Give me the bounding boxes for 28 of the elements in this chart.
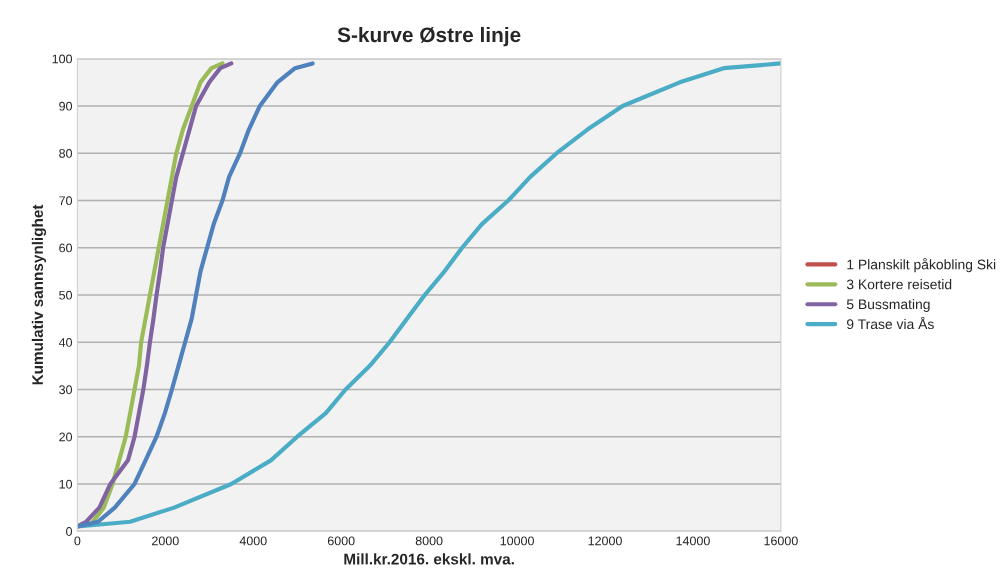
y-tick-label: 0 — [66, 527, 73, 536]
legend-label: 5 Bussmating — [846, 299, 930, 312]
y-axis-title: Kumulativ sannsynlighet — [31, 204, 47, 385]
legend-label: 9 Trase via Ås — [846, 316, 934, 330]
x-tick-label: 4000 — [239, 536, 267, 546]
legend-label: 1 Planskilt påkobling Ski — [847, 258, 996, 273]
x-tick-label: 14000 — [676, 536, 710, 546]
line-series — [77, 61, 781, 529]
y-tick-label: 20 — [59, 432, 73, 442]
y-tick-label: 40 — [58, 338, 73, 347]
y-tick-label: 100 — [52, 54, 73, 64]
x-tick-label: 2000 — [152, 536, 179, 546]
y-tick-label: 80 — [59, 149, 73, 158]
x-tick-label: 10000 — [500, 536, 534, 546]
x-axis-title: Mill.kr.2016. ekskl. mva. — [344, 553, 514, 565]
y-tick-label: 60 — [59, 243, 73, 253]
legend-label: 3 Kortere reisetid — [846, 279, 952, 290]
chart-title: S-kurve Østre linje — [337, 26, 521, 47]
x-tick-label: 16000 — [764, 536, 798, 546]
y-tick-label: 90 — [59, 101, 73, 111]
x-tick-label: 8000 — [415, 536, 443, 546]
y-tick-label: 10 — [59, 479, 73, 489]
y-tick-label: 30 — [59, 385, 73, 395]
x-tick-label: 12000 — [588, 536, 622, 546]
y-tick-label: 70 — [59, 196, 73, 206]
x-tick-label: 6000 — [327, 536, 355, 546]
x-tick-label: 0 — [74, 536, 81, 546]
y-tick-label: 50 — [59, 290, 73, 300]
